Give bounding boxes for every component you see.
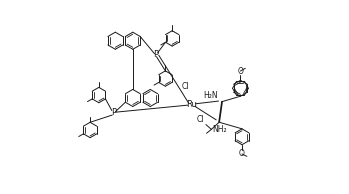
Text: Cl: Cl: [182, 82, 189, 91]
Text: Ru: Ru: [186, 100, 198, 109]
Text: Cl: Cl: [197, 115, 204, 124]
Text: O: O: [239, 149, 245, 158]
Text: O: O: [238, 68, 243, 76]
Text: H₂N: H₂N: [203, 91, 218, 100]
Text: P: P: [154, 50, 159, 59]
Text: P: P: [111, 108, 116, 117]
Text: NH₂: NH₂: [213, 126, 227, 134]
